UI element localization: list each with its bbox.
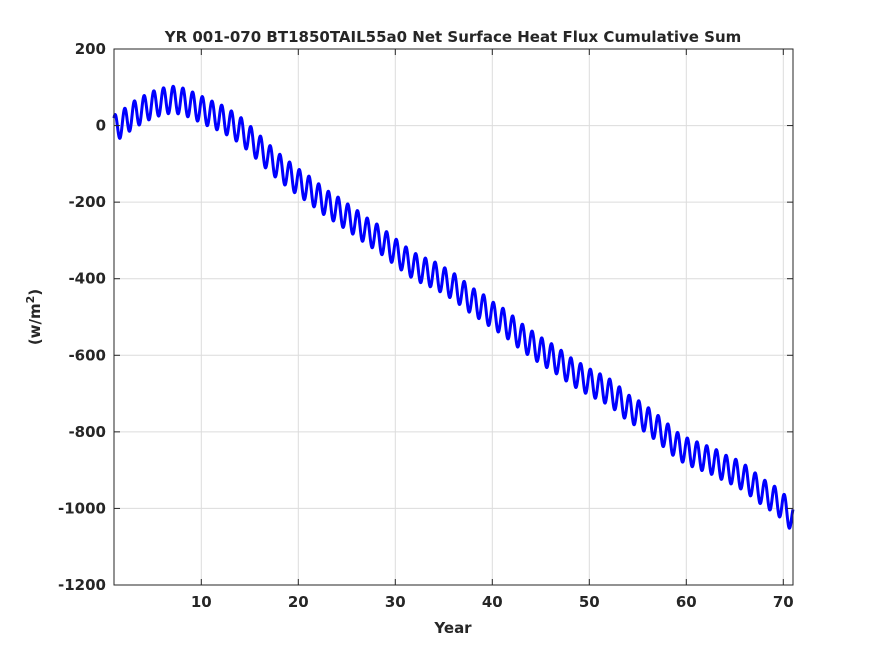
- y-tick-label: -400: [68, 270, 106, 288]
- y-tick-label: -200: [68, 193, 106, 211]
- chart-title: YR 001-070 BT1850TAIL55a0 Net Surface He…: [164, 28, 742, 46]
- x-tick-label: 70: [773, 593, 794, 611]
- y-tick-label: 200: [75, 40, 106, 58]
- axes-box: [113, 48, 794, 586]
- y-tick-label: -800: [68, 423, 106, 441]
- x-axis-label: Year: [433, 619, 472, 637]
- y-tick-label: 0: [96, 117, 106, 135]
- plot-area: [114, 49, 793, 585]
- series-line: [112, 84, 795, 530]
- y-axis-ticks: 200 0 -200 -400 -600 -800 -1000 -1200: [58, 40, 793, 594]
- x-tick-label: 60: [676, 593, 697, 611]
- y-tick-label: -600: [68, 346, 106, 364]
- y-axis-label-sup: 2: [24, 296, 37, 304]
- x-axis-ticks: 10 20 30 40 50 60 70: [191, 49, 794, 611]
- x-tick-label: 30: [385, 593, 406, 611]
- x-tick-label: 10: [191, 593, 212, 611]
- x-tick-label: 40: [482, 593, 503, 611]
- y-axis-label-base: (w/m: [26, 303, 44, 345]
- x-tick-label: 20: [288, 593, 309, 611]
- y-axis-label-close: ): [26, 289, 44, 296]
- y-tick-label: -1200: [58, 576, 106, 594]
- x-tick-label: 50: [579, 593, 600, 611]
- y-axis-label: (w/m2): [24, 289, 44, 345]
- y-tick-label: -1000: [58, 499, 106, 517]
- series-layer: [112, 84, 795, 530]
